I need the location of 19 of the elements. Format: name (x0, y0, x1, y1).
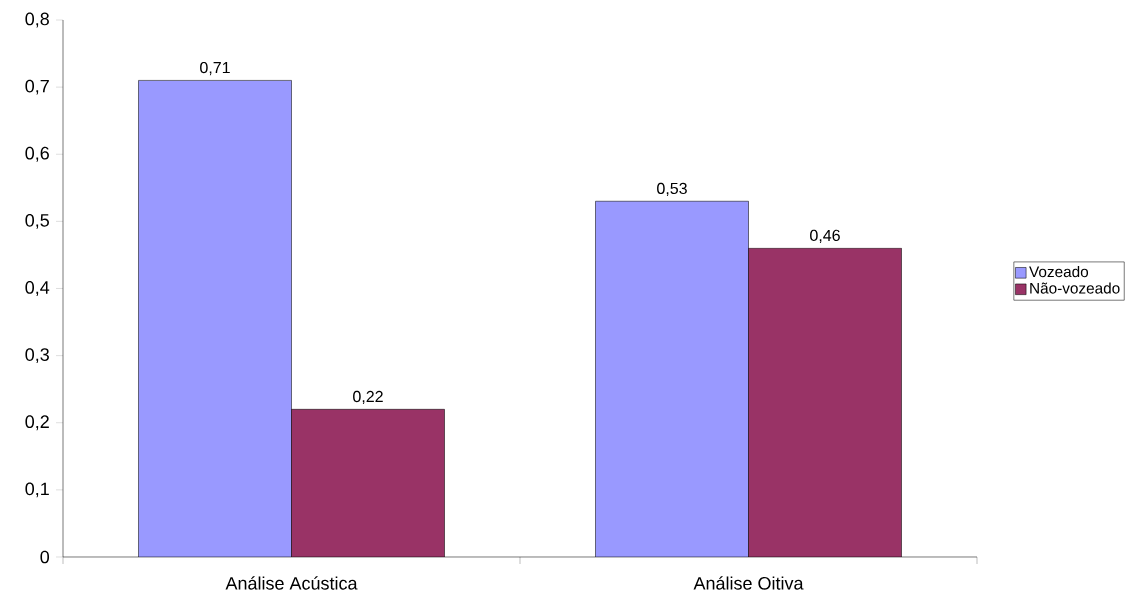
legend-label: Vozeado (1029, 265, 1089, 278)
y-tick-label: 0,5 (25, 213, 49, 229)
y-tick-label: 0,7 (25, 79, 49, 95)
y-tick-label: 0 (40, 550, 50, 564)
x-tick-label: Análise Oitiva (693, 576, 804, 590)
data-label: 0,46 (810, 229, 840, 243)
bar (138, 80, 292, 557)
y-tick-label: 0,1 (25, 482, 49, 498)
data-label: 0,22 (353, 390, 383, 405)
y-tick-label: 0,4 (25, 281, 50, 296)
y-tick-label: 0,3 (25, 348, 49, 364)
x-tick-label: Análise Acústica (225, 576, 358, 590)
y-tick-label: 0,2 (25, 415, 49, 431)
data-label: 0,71 (200, 61, 230, 76)
data-label: 0,53 (657, 182, 687, 196)
y-tick-label: 0,6 (25, 146, 49, 162)
y-tick-label: 0,8 (25, 12, 49, 28)
legend-label: Não-vozeado (1030, 282, 1120, 294)
bar (595, 200, 749, 557)
